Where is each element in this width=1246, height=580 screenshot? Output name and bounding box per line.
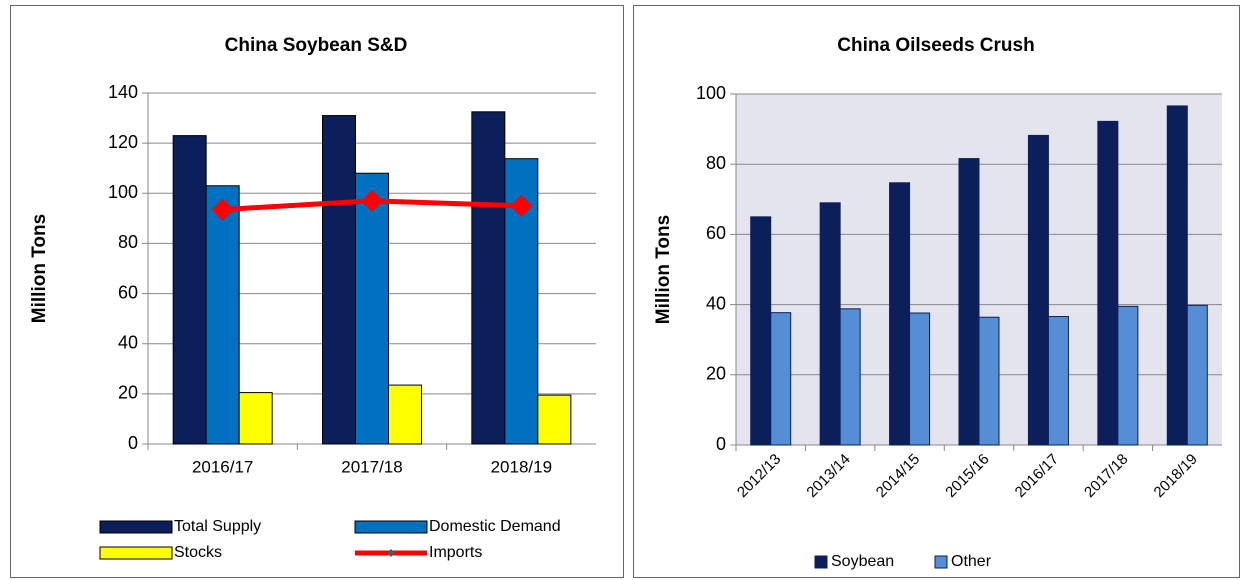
- bar: [750, 216, 772, 446]
- y-tick-label: 100: [108, 182, 138, 202]
- legend-swatch: [934, 555, 948, 569]
- bar: [471, 111, 506, 445]
- bar: [322, 115, 356, 445]
- y-axis-label: Million Tons: [653, 215, 674, 324]
- y-tick-label: 20: [706, 364, 726, 384]
- y-tick-label: 100: [696, 83, 726, 103]
- x-tick-label: 2017/18: [341, 457, 402, 476]
- bar: [839, 308, 861, 446]
- bar: [537, 394, 572, 445]
- bar: [1027, 134, 1049, 446]
- bar: [770, 312, 792, 446]
- y-tick-label: 0: [716, 434, 726, 454]
- y-tick-label: 40: [706, 293, 726, 313]
- legend-swatch: [814, 555, 828, 569]
- bar: [238, 392, 273, 445]
- legend-swatch: [99, 520, 173, 534]
- bar: [388, 384, 422, 445]
- x-tick-label: 2018/19: [491, 457, 552, 476]
- y-tick-label: 0: [128, 433, 138, 453]
- marker: [361, 189, 383, 212]
- bar: [1047, 316, 1069, 446]
- y-tick-label: 40: [118, 332, 138, 352]
- bar: [819, 202, 841, 446]
- bar: [172, 135, 207, 445]
- legend-label: Soybean: [831, 553, 894, 570]
- marker: [510, 194, 533, 217]
- y-tick-label: 120: [108, 132, 138, 152]
- y-tick-label: 60: [706, 223, 726, 243]
- bar: [1097, 120, 1119, 446]
- y-tick-label: 140: [108, 82, 138, 102]
- bar: [909, 312, 931, 446]
- legend-label: Other: [951, 553, 992, 570]
- y-tick-label: 80: [706, 153, 726, 173]
- chart-title: China Oilseeds Crush: [837, 35, 1034, 56]
- legend-label: Domestic Demand: [429, 518, 561, 535]
- bar: [978, 316, 1000, 446]
- legend-swatch: [354, 520, 428, 534]
- legend-swatch: [99, 546, 173, 560]
- chart-title: China Soybean S&D: [225, 35, 408, 56]
- bar: [958, 158, 980, 446]
- legend-label: Stocks: [174, 544, 222, 561]
- bar: [205, 185, 240, 445]
- y-tick-label: 60: [118, 282, 138, 302]
- bar: [1166, 105, 1188, 446]
- y-axis-label: Million Tons: [29, 214, 50, 323]
- bar: [1117, 305, 1139, 446]
- legend-label: Imports: [429, 544, 482, 561]
- legend-swatch: [387, 549, 395, 557]
- y-tick-label: 80: [118, 232, 138, 252]
- bar: [889, 182, 911, 446]
- bar: [1186, 304, 1208, 446]
- marker: [211, 198, 234, 221]
- y-tick-label: 20: [118, 383, 138, 403]
- legend-label: Total Supply: [174, 518, 261, 535]
- bar: [355, 172, 389, 445]
- x-tick-label: 2016/17: [192, 457, 253, 476]
